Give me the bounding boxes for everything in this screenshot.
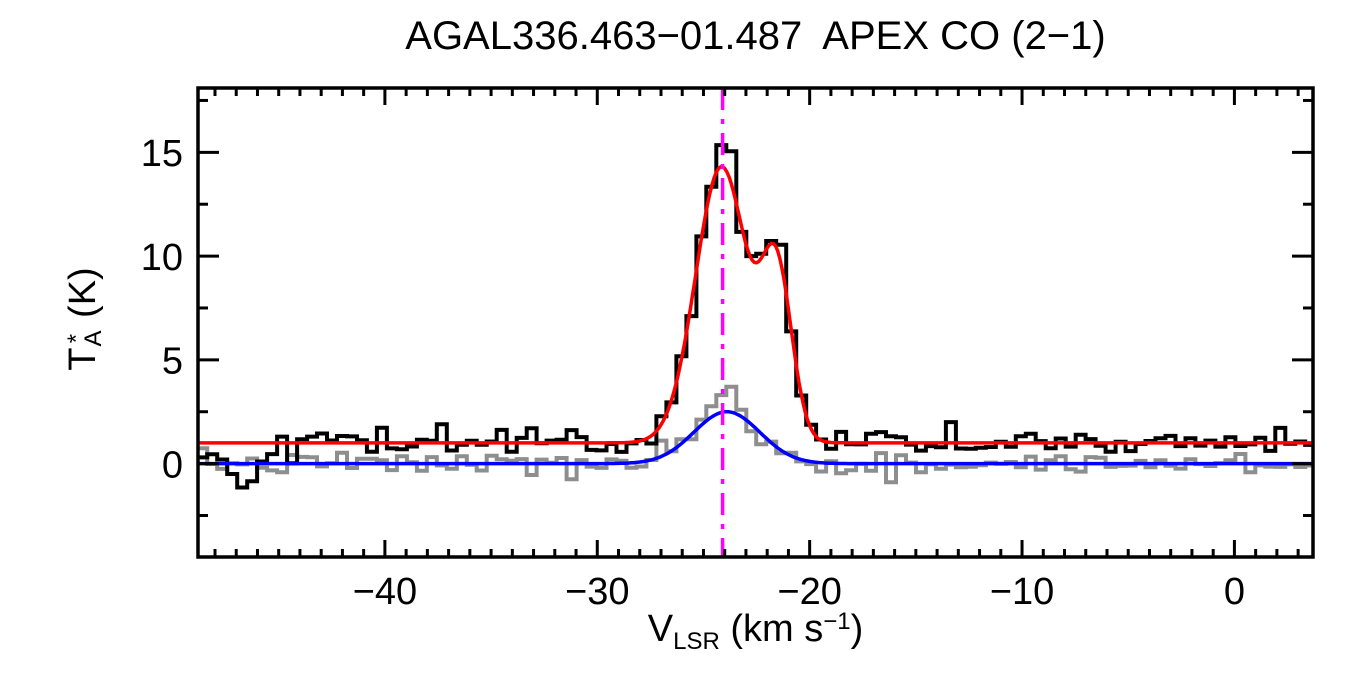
y-tick-label: 0 — [162, 444, 183, 486]
y-tick-label: 10 — [141, 237, 183, 279]
x-axis-label-close: ) — [850, 608, 864, 650]
x-axis-label-exponent: −1 — [823, 608, 851, 635]
reference-spectrum-line — [198, 384, 1313, 485]
gaussian-fit-reference-curve — [198, 409, 1313, 466]
plot-frame — [196, 86, 1315, 559]
axes-layer: −40 −30 −20 −10 0 0 5 10 15 — [141, 86, 1315, 613]
plot-title: AGAL336.463−01.487 APEX CO (2−1) — [405, 14, 1106, 58]
x-tick-label: −40 — [353, 571, 417, 613]
gaussian-fit-main-curve — [198, 165, 1313, 445]
x-axis-label-unit: (km s — [719, 608, 824, 650]
x-axis-label-symbol: V — [647, 608, 674, 650]
y-tick-label: 15 — [141, 133, 183, 175]
x-tick-label: −20 — [777, 571, 841, 613]
x-tick-label: 0 — [1224, 571, 1245, 613]
data-layer — [198, 88, 1313, 557]
x-tick-label: −30 — [565, 571, 629, 613]
x-axis-label: VLSR (km s−1) — [198, 608, 1313, 656]
x-tick-label: −10 — [990, 571, 1054, 613]
observed-spectrum-line — [198, 143, 1313, 490]
x-axis-label-sub: LSR — [673, 628, 720, 655]
y-tick-label: 5 — [162, 341, 183, 383]
